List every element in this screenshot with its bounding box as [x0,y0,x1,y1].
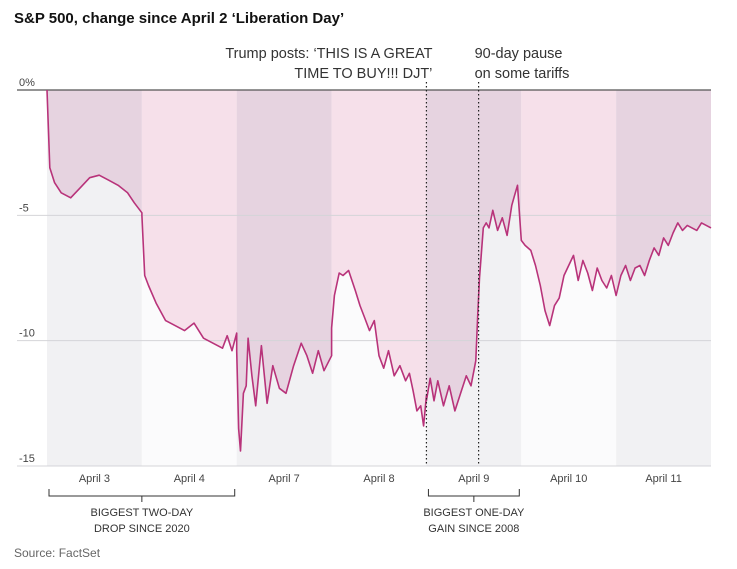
bracket-label: BIGGEST ONE-DAY [423,507,525,519]
x-tick-label: April 10 [550,473,587,485]
annotation-text: 90-day pause [475,46,563,62]
y-tick-label: -15 [19,453,35,465]
y-tick-label: -10 [19,328,35,340]
annotation-text: Trump posts: ‘THIS IS A GREAT [225,46,432,62]
bracket-label: GAIN SINCE 2008 [428,523,519,535]
bracket-line [427,489,520,497]
x-tick-label: April 8 [363,473,394,485]
x-tick-label: April 11 [645,473,681,485]
x-tick-label: April 3 [79,473,110,485]
sp500-line [46,89,712,452]
annotation-text: on some tariffs [475,66,570,82]
y-tick-label: -5 [19,202,29,214]
bracket-label: DROP SINCE 2020 [94,523,190,535]
annotation-text: TIME TO BUY!!! DJT’ [294,66,432,82]
chart-title: S&P 500, change since April 2 ‘Liberatio… [14,10,345,27]
source-note: Source: FactSet [14,546,101,560]
bracket-label: BIGGEST TWO-DAY [91,507,194,519]
x-tick-label: April 4 [174,473,205,485]
x-tick-label: April 9 [458,473,489,485]
bracket-line [48,489,236,497]
x-tick-label: April 7 [269,473,300,485]
y-tick-label: 0% [19,77,35,89]
